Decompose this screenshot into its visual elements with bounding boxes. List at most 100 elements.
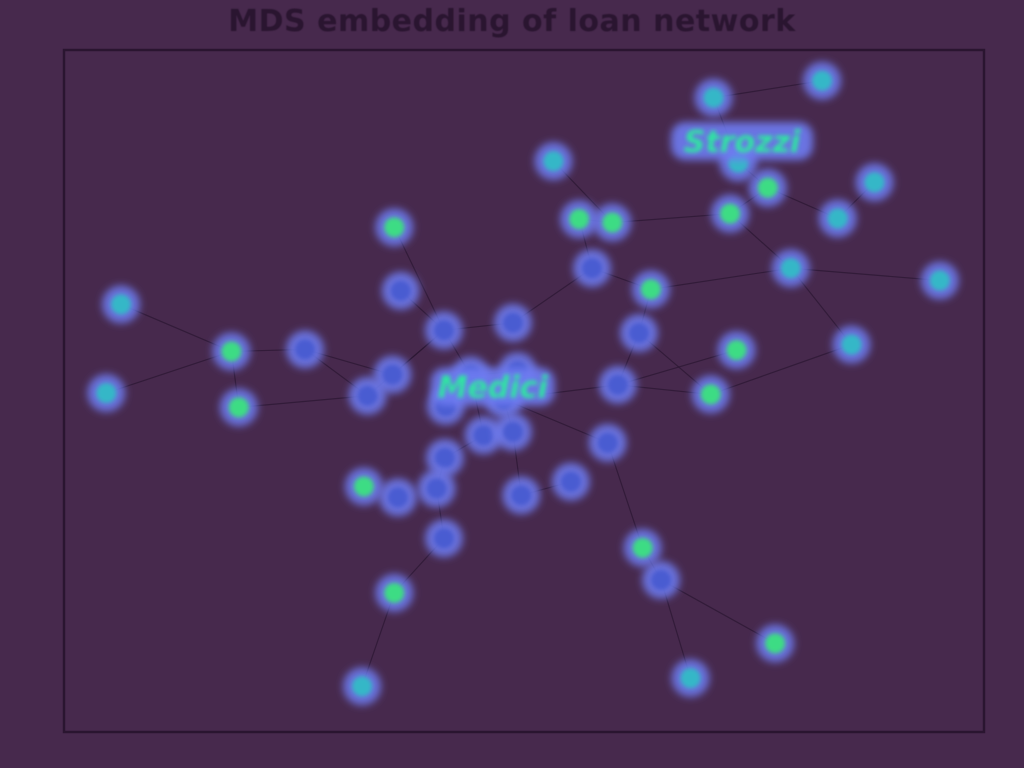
node-core	[720, 203, 741, 224]
network-node	[87, 374, 126, 413]
network-node	[691, 375, 730, 414]
network-node	[598, 365, 637, 404]
network-node	[375, 208, 414, 247]
network-node	[642, 560, 681, 599]
network-node	[631, 270, 670, 309]
node-core	[726, 340, 747, 361]
network-node	[756, 624, 795, 663]
node-core	[384, 582, 405, 603]
network-node	[588, 423, 627, 462]
network-edge	[660, 579, 776, 644]
network-node	[534, 142, 573, 181]
node-core	[111, 294, 132, 315]
node-core	[433, 528, 454, 549]
node-core	[96, 383, 117, 404]
node-core	[295, 339, 316, 360]
network-node	[348, 376, 387, 415]
node-core	[651, 569, 672, 590]
node-label-text: Medici	[438, 371, 549, 406]
network-node	[219, 388, 258, 427]
node-core	[812, 70, 833, 91]
network-node	[417, 469, 456, 508]
node-core	[629, 323, 649, 344]
network-node	[551, 462, 590, 501]
node-core	[228, 397, 249, 418]
network-node	[573, 249, 612, 288]
node-core	[357, 385, 378, 406]
node-core	[221, 341, 242, 362]
network-node	[424, 311, 463, 350]
node-core	[560, 471, 581, 492]
node-core	[640, 279, 661, 300]
network-node	[493, 303, 532, 342]
node-core	[680, 668, 701, 689]
network-node	[212, 332, 251, 371]
label-halo	[430, 367, 555, 406]
node-core	[602, 212, 623, 233]
network-edge	[106, 350, 232, 394]
network-node	[855, 163, 894, 202]
node-core	[502, 312, 523, 333]
node-core	[390, 280, 411, 301]
network-node	[623, 528, 662, 567]
node-core	[765, 633, 786, 654]
network-node	[818, 199, 857, 238]
node-core	[757, 177, 778, 198]
node-core	[543, 151, 564, 172]
node-core	[597, 432, 618, 453]
network-node	[771, 249, 810, 288]
network-node	[593, 203, 632, 242]
network-node	[102, 285, 141, 324]
network-edge	[238, 395, 368, 408]
network-edge	[617, 349, 737, 386]
node-core	[511, 485, 532, 506]
network-node	[378, 478, 417, 517]
network-edge	[650, 267, 791, 290]
node-core	[433, 320, 454, 341]
network-node	[694, 78, 733, 117]
network-edge	[393, 227, 445, 331]
node-core	[827, 208, 848, 229]
network-node	[832, 325, 871, 364]
network-edge	[120, 303, 232, 352]
node-core	[841, 334, 862, 355]
network-node	[711, 194, 750, 233]
network-node	[803, 61, 842, 100]
node-core	[384, 217, 405, 238]
node-core	[864, 172, 885, 193]
network-node	[424, 519, 463, 558]
label-halo	[671, 122, 814, 161]
network-node	[286, 330, 325, 369]
node-core	[703, 87, 724, 108]
node-core	[607, 374, 628, 395]
network-node	[381, 271, 420, 310]
node-label-text: Strozzi	[684, 125, 801, 160]
network-edge	[612, 213, 731, 224]
chart-title: MDS embedding of loan network	[228, 4, 796, 39]
nodes-layer	[87, 61, 959, 706]
network-node	[671, 659, 710, 698]
network-node	[502, 476, 541, 515]
network-node	[748, 168, 787, 207]
network-node	[373, 355, 412, 394]
node-core	[780, 258, 801, 279]
node-core	[632, 537, 653, 558]
node-core	[434, 447, 455, 468]
node-core	[929, 270, 950, 291]
network-node	[464, 416, 503, 455]
node-core	[700, 384, 721, 405]
network-node	[560, 200, 599, 239]
node-core	[569, 209, 590, 230]
node-core	[353, 476, 374, 497]
node-core	[387, 487, 408, 508]
network-node	[620, 314, 658, 353]
node-core	[382, 364, 403, 385]
network-node	[425, 438, 464, 477]
network-node	[717, 331, 756, 370]
plot-frame	[62, 48, 986, 734]
node-label-strozzi: Strozzi	[671, 122, 814, 161]
network-node	[344, 467, 383, 506]
node-core	[582, 258, 603, 279]
network-node	[493, 412, 532, 451]
